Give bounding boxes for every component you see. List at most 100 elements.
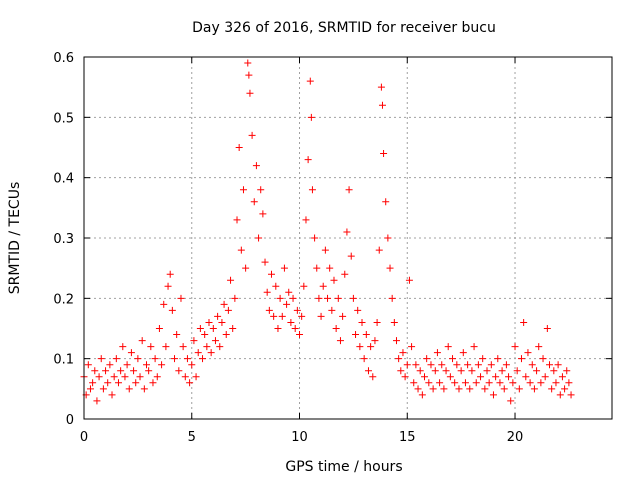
data-point <box>306 77 314 85</box>
data-point <box>106 361 114 369</box>
data-point <box>196 325 204 332</box>
data-point <box>311 234 319 242</box>
data-point <box>93 397 101 405</box>
data-point <box>171 355 179 363</box>
data-point <box>158 361 166 369</box>
data-point <box>423 355 431 363</box>
data-point <box>179 343 187 351</box>
data-point <box>543 325 551 332</box>
data-point <box>300 282 308 290</box>
data-point <box>461 379 469 387</box>
ticks-layer: 0 0.1 0.2 0.3 0.4 0.5 0.6 0 5 10 15 20 <box>53 51 612 445</box>
data-point <box>239 186 247 194</box>
y-axis-label: SRMTID / TECUs <box>7 182 23 295</box>
data-point <box>233 216 241 224</box>
data-point <box>140 385 148 393</box>
data-point <box>257 186 265 194</box>
y-tick-label: 0.6 <box>53 51 74 66</box>
data-point <box>466 385 474 393</box>
data-point <box>255 234 263 242</box>
data-point <box>235 144 243 151</box>
data-point <box>470 343 478 351</box>
data-point <box>388 294 396 302</box>
data-point <box>412 361 420 369</box>
data-point <box>164 282 172 290</box>
data-point <box>502 361 510 369</box>
data-point <box>517 355 525 363</box>
data-point <box>356 343 364 351</box>
data-point <box>477 373 485 381</box>
data-point <box>155 325 163 332</box>
data-point <box>136 373 144 381</box>
data-point <box>177 294 185 302</box>
data-point <box>201 331 209 339</box>
data-point <box>117 367 125 375</box>
data-point <box>285 288 293 296</box>
data-point <box>487 361 495 369</box>
data-point <box>522 373 530 381</box>
data-point <box>515 385 523 393</box>
data-point <box>192 373 200 381</box>
data-points-layer <box>80 59 575 405</box>
x-tick-label: 0 <box>80 430 88 445</box>
data-point <box>307 113 315 121</box>
data-point <box>166 270 174 278</box>
data-point <box>390 318 398 326</box>
data-point <box>397 367 405 375</box>
data-point <box>552 379 560 387</box>
data-point <box>121 373 129 381</box>
chart-title: Day 326 of 2016, SRMTID for receiver buc… <box>192 20 496 36</box>
data-point <box>520 318 528 326</box>
data-point <box>252 162 260 170</box>
data-point <box>416 367 424 375</box>
data-point <box>330 276 338 284</box>
data-point <box>97 355 105 363</box>
data-point <box>511 343 519 351</box>
data-point <box>276 294 284 302</box>
data-point <box>173 331 181 339</box>
data-point <box>395 355 403 363</box>
data-point <box>362 331 370 339</box>
data-point <box>265 306 273 314</box>
data-point <box>373 318 381 326</box>
y-tick-label: 0.3 <box>53 232 74 247</box>
data-point <box>298 312 306 320</box>
data-point <box>505 373 513 381</box>
data-point <box>220 300 228 308</box>
data-point <box>296 331 304 339</box>
data-point <box>160 300 168 308</box>
data-point <box>539 355 547 363</box>
data-point <box>554 361 562 369</box>
data-point <box>151 355 159 363</box>
data-point <box>567 391 575 399</box>
data-point <box>526 379 534 387</box>
data-point <box>556 391 564 399</box>
data-point <box>86 385 94 393</box>
data-point <box>132 379 140 387</box>
data-point <box>369 373 377 381</box>
data-point <box>328 306 336 314</box>
data-point <box>343 228 351 236</box>
data-point <box>565 379 573 387</box>
data-point <box>446 373 454 381</box>
data-point <box>317 312 325 320</box>
data-point <box>408 343 416 351</box>
data-point <box>496 379 504 387</box>
data-point <box>436 379 444 387</box>
data-point <box>99 385 107 393</box>
data-point <box>378 101 386 109</box>
plot-frame <box>83 56 613 420</box>
data-point <box>315 294 323 302</box>
data-point <box>237 246 245 254</box>
data-point <box>349 294 357 302</box>
data-point <box>341 270 349 278</box>
data-point <box>108 391 116 399</box>
data-point <box>550 367 558 375</box>
data-point <box>533 367 541 375</box>
data-point <box>205 318 213 326</box>
data-point <box>451 379 459 387</box>
data-point <box>336 337 344 345</box>
data-point <box>358 318 366 326</box>
data-point <box>332 325 340 332</box>
data-point <box>278 312 286 320</box>
